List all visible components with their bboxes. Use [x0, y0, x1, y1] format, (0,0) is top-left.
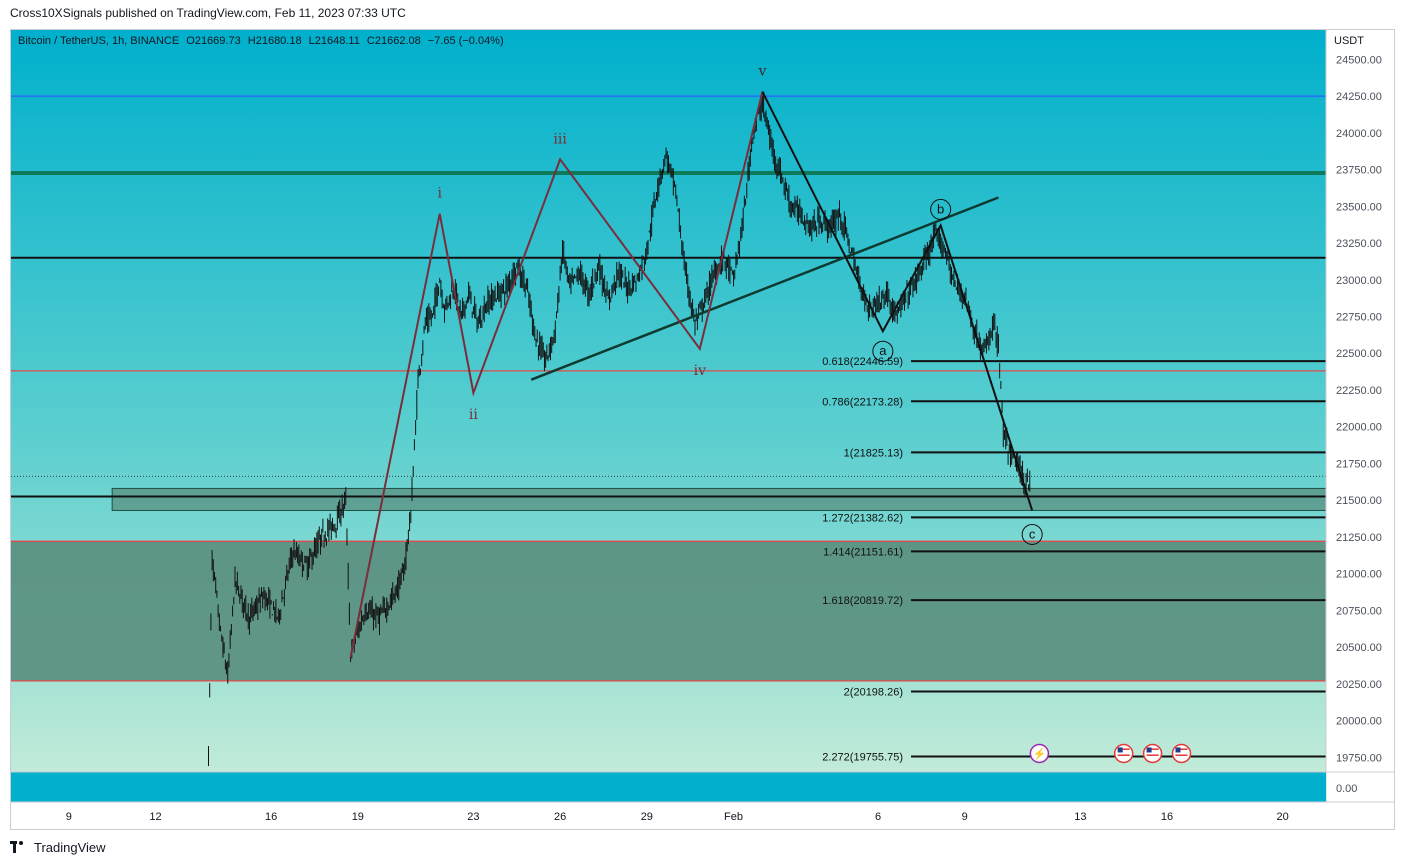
elliott-wave-path — [349, 91, 764, 658]
flag-stripe — [1117, 751, 1130, 753]
secondary-axis-label: 0.00 — [1336, 783, 1357, 795]
flag-stripe — [1117, 757, 1130, 759]
zone-supply-demand — [111, 487, 1327, 511]
correction-path — [761, 91, 1034, 511]
y-tick-label: 20250.00 — [1336, 679, 1382, 691]
trendline — [530, 196, 999, 381]
flag-canton — [1146, 747, 1152, 753]
zone-demand — [11, 541, 1326, 681]
price-axis-panel — [1326, 30, 1394, 829]
x-tick-label: 19 — [352, 811, 364, 823]
y-tick-label: 23500.00 — [1336, 201, 1382, 213]
wave-label-iv: iv — [694, 363, 706, 379]
y-tick-label: 24000.00 — [1336, 128, 1382, 140]
us-flag-event-icon — [1113, 743, 1134, 764]
flag-stripe — [1146, 748, 1159, 750]
secondary-pane — [11, 772, 1326, 802]
flag-stripe — [1175, 748, 1188, 750]
tradingview-brand: TradingView — [34, 839, 106, 855]
flag-stripe — [1117, 748, 1130, 750]
y-tick-label: 24250.00 — [1336, 91, 1382, 103]
flag-stripe — [1175, 757, 1188, 759]
legend-low: L21648.11 — [308, 35, 360, 47]
correction-label-c: c — [1029, 526, 1036, 541]
y-tick-label: 22250.00 — [1336, 385, 1382, 397]
y-tick-label: 24500.00 — [1336, 54, 1382, 66]
flag-stripe — [1175, 754, 1188, 756]
wave-label-iii: iii — [553, 131, 567, 147]
flag-stripe — [1146, 751, 1159, 753]
correction-circle-c — [1021, 523, 1043, 545]
published-line: Cross10XSignals published on TradingView… — [10, 6, 406, 20]
y-tick-label: 20750.00 — [1336, 605, 1382, 617]
tradingview-logo-icon — [10, 841, 28, 853]
y-tick-label: 21000.00 — [1336, 569, 1382, 581]
y-tick-label: 22500.00 — [1336, 348, 1382, 360]
correction-label-a: a — [879, 343, 887, 358]
legend-symbol: Bitcoin / TetherUS, 1h, BINANCE — [18, 35, 180, 47]
us-flag-event-icon — [1171, 743, 1192, 764]
fib-label: 1.618(20819.72) — [822, 595, 903, 607]
wave-label-v: v — [757, 64, 766, 80]
flag-stripe — [1146, 754, 1159, 756]
flag-canton — [1117, 747, 1123, 753]
y-tick-label: 22000.00 — [1336, 422, 1382, 434]
flag-stripe — [1117, 754, 1130, 756]
x-tick-label: Feb — [724, 811, 743, 823]
x-tick-label: 9 — [962, 811, 968, 823]
legend-open: O21669.73 — [186, 35, 241, 47]
us-flag-event-icon — [1142, 743, 1163, 764]
x-tick-label: 13 — [1074, 811, 1086, 823]
wave-label-ii: ii — [469, 407, 478, 423]
y-tick-label: 21500.00 — [1336, 495, 1382, 507]
time-axis-panel — [11, 802, 1394, 829]
tradingview-logo[interactable]: TradingView — [10, 838, 106, 856]
lightning-glyph: ⚡ — [1033, 747, 1047, 760]
wave-label-i: i — [437, 186, 442, 202]
y-tick-label: 21750.00 — [1336, 458, 1382, 470]
y-tick-label: 23750.00 — [1336, 165, 1382, 177]
correction-label-b: b — [937, 201, 944, 216]
axis-unit-label: USDT — [1334, 35, 1364, 47]
y-tick-label: 22750.00 — [1336, 312, 1382, 324]
fib-label: 1.272(21382.62) — [822, 512, 903, 524]
fib-label: 0.618(22446.59) — [822, 356, 903, 368]
x-tick-label: 20 — [1277, 811, 1289, 823]
fib-label: 1.414(21151.61) — [823, 546, 903, 558]
flag-canton — [1175, 747, 1181, 753]
x-tick-label: 16 — [265, 811, 277, 823]
chart-frame[interactable]: i ii iii iv v a b c 0.618(22446.59) 0.786(22173.… — [10, 29, 1395, 830]
lightning-event-icon — [1029, 743, 1050, 764]
y-tick-label: 19750.00 — [1336, 752, 1382, 764]
y-tick-label: 21250.00 — [1336, 532, 1382, 544]
legend-high: H21680.18 — [247, 35, 302, 47]
x-tick-label: 29 — [641, 811, 653, 823]
x-tick-label: 16 — [1161, 811, 1173, 823]
x-tick-label: 23 — [467, 811, 479, 823]
fib-label: 2.272(19755.75) — [822, 751, 903, 763]
flag-stripe — [1146, 757, 1159, 759]
y-tick-label: 23250.00 — [1336, 238, 1382, 250]
x-tick-label: 26 — [554, 811, 566, 823]
flag-stripe — [1175, 751, 1188, 753]
fib-label: 0.786(22173.28) — [822, 396, 903, 408]
x-tick-label: 9 — [66, 811, 72, 823]
y-tick-label: 20000.00 — [1336, 716, 1382, 728]
y-tick-label: 20500.00 — [1336, 642, 1382, 654]
legend-close: C21662.08 — [366, 35, 421, 47]
x-tick-label: 12 — [149, 811, 161, 823]
correction-circle-b — [930, 198, 952, 220]
fib-label: 2(20198.26) — [844, 686, 903, 698]
symbol-legend: Bitcoin / TetherUS, 1h, BINANCE O21669.7… — [18, 35, 508, 47]
x-tick-label: 6 — [875, 811, 881, 823]
correction-circle-a — [872, 340, 894, 362]
y-tick-label: 23000.00 — [1336, 275, 1382, 287]
legend-change: −7.65 (−0.04%) — [427, 35, 504, 47]
fib-label: 1(21825.13) — [844, 447, 903, 459]
